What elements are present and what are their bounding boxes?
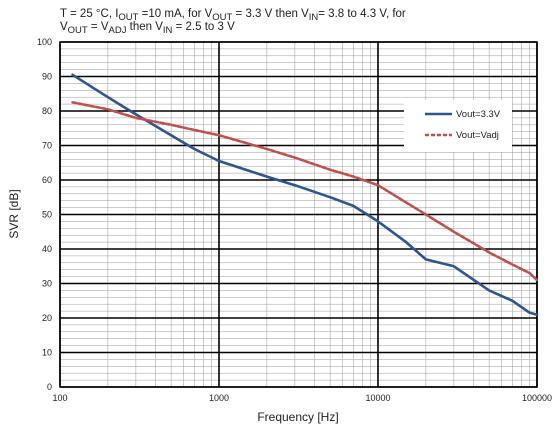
legend-label-vout-vadj: Vout=Vadj	[456, 130, 499, 141]
y-tick-label: 100	[37, 37, 52, 47]
y-tick-label: 0	[47, 382, 52, 392]
chart-title-line-1: T = 25 °C, IOUT =10 mA, for VOUT = 3.3 V…	[60, 8, 406, 23]
x-tick-label: 1000	[209, 393, 229, 403]
x-tick-label: 100000	[522, 393, 552, 403]
legend: Vout=3.3V Vout=Vadj	[404, 100, 512, 152]
chart-title-line-2: VOUT = VADJ then VIN = 2.5 to 3 V	[60, 21, 235, 36]
y-tick-label: 50	[42, 210, 52, 220]
legend-label-vout-3v3: Vout=3.3V	[456, 109, 501, 120]
y-tick-label: 30	[42, 279, 52, 289]
y-axis-label: SVR [dB]	[7, 189, 21, 238]
series-layer	[71, 73, 539, 316]
y-tick-label: 10	[42, 348, 52, 358]
y-tick-labels: 0 10 20 30 40 50 60 70 80 90 100	[37, 37, 52, 392]
y-tick-label: 80	[42, 106, 52, 116]
x-tick-labels: 100 1000 10000 100000	[52, 393, 552, 403]
y-tick-label: 90	[42, 72, 52, 82]
series-line-vout-vadj	[71, 101, 539, 282]
y-tick-label: 70	[42, 141, 52, 151]
y-tick-label: 60	[42, 175, 52, 185]
y-tick-label: 40	[42, 244, 52, 254]
plot-frame	[59, 41, 538, 388]
series-line-vout-3v3	[71, 73, 539, 316]
legend-box	[404, 100, 512, 152]
x-axis-label: Frequency [Hz]	[257, 410, 338, 424]
y-tick-label: 20	[42, 313, 52, 323]
x-tick-label: 10000	[365, 393, 390, 403]
x-tick-label: 100	[52, 393, 67, 403]
